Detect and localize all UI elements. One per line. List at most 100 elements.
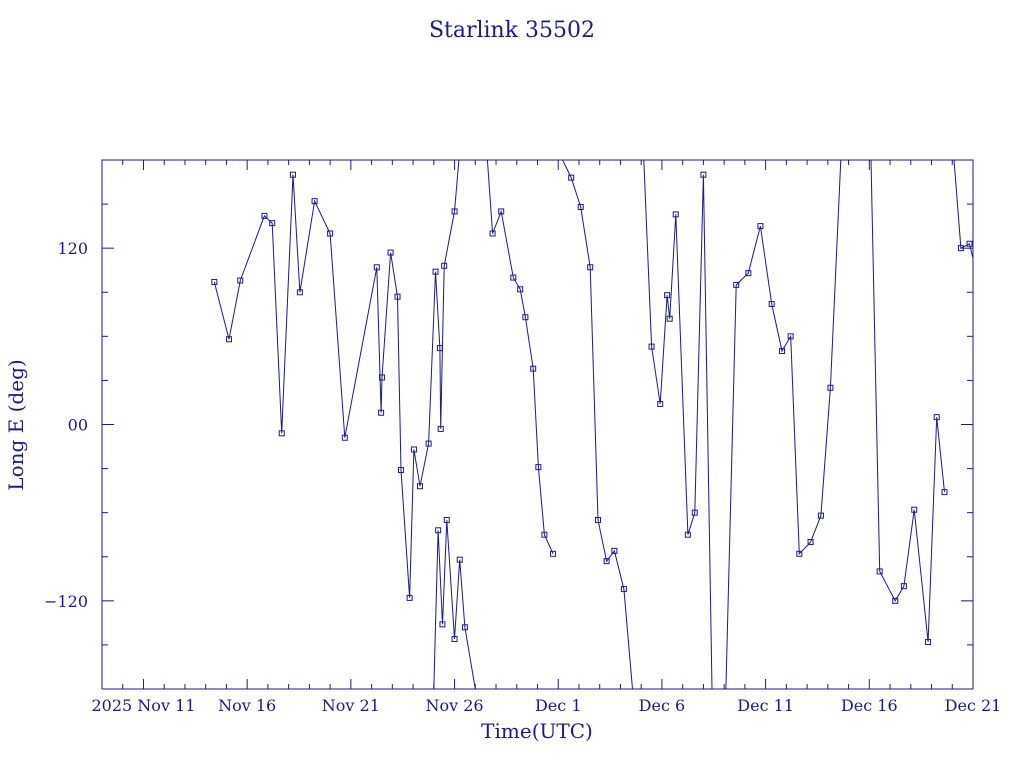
series-line <box>725 160 842 689</box>
data-point <box>807 539 814 546</box>
data-point <box>439 621 446 628</box>
x-tick-label: Dec 1 <box>535 696 582 715</box>
data-point <box>787 333 794 340</box>
x-tick-label: Nov 21 <box>322 696 380 715</box>
data-point <box>892 597 899 604</box>
data-point <box>296 289 303 296</box>
data-point <box>648 343 655 350</box>
data-point <box>577 204 584 211</box>
x-tick-label: Dec 16 <box>841 696 898 715</box>
data-point <box>341 434 348 441</box>
data-point <box>406 594 413 601</box>
data-point <box>378 374 385 381</box>
data-point <box>327 230 334 237</box>
x-tick-label: Nov 26 <box>425 696 483 715</box>
series-line <box>213 160 460 598</box>
data-point <box>568 174 575 181</box>
data-point <box>966 240 973 247</box>
x-tick-label: Dec 11 <box>737 696 794 715</box>
series-line <box>486 160 554 555</box>
series-line <box>643 160 713 689</box>
data-point <box>768 301 775 308</box>
data-point <box>498 208 505 215</box>
data-point <box>976 278 981 283</box>
x-tick-label: 2025 Nov 11 <box>92 696 196 715</box>
chart-title: Starlink 35502 <box>429 18 595 43</box>
data-point <box>587 264 594 271</box>
data-point <box>657 400 664 407</box>
data-point <box>611 547 618 554</box>
data-point <box>550 550 557 557</box>
data-point <box>517 286 524 293</box>
plot-frame <box>101 159 974 690</box>
y-tick-label: −120 <box>44 592 88 611</box>
data-point <box>425 440 432 447</box>
data-point <box>745 270 752 277</box>
data-point <box>387 249 394 256</box>
data-point <box>269 220 276 227</box>
data-point <box>603 558 610 565</box>
data-point <box>211 278 218 285</box>
data-point <box>691 509 698 516</box>
data-point <box>461 624 468 631</box>
y-axis-label: Long E (deg) <box>4 359 28 490</box>
data-point <box>535 464 542 471</box>
data-point <box>984 272 989 277</box>
data-point <box>289 171 296 178</box>
data-point <box>397 467 404 474</box>
data-point <box>933 414 940 421</box>
data-point <box>733 281 740 288</box>
data-point <box>876 568 883 575</box>
data-point <box>779 348 786 355</box>
data-point <box>432 268 439 275</box>
y-tick-label: 00 <box>68 416 88 435</box>
data-point <box>489 230 496 237</box>
data-point <box>278 430 285 437</box>
data-point <box>530 365 537 372</box>
data-point <box>925 638 932 645</box>
data-point <box>700 171 707 178</box>
x-axis-label: Time(UTC) <box>481 719 593 743</box>
series-line <box>562 160 633 689</box>
data-point <box>378 409 385 416</box>
data-point <box>416 483 423 490</box>
data-point <box>451 636 458 643</box>
data-point <box>757 223 764 230</box>
data-point <box>394 293 401 300</box>
data-point <box>620 586 627 593</box>
data-point <box>436 345 443 352</box>
data-point <box>373 264 380 271</box>
data-point <box>664 292 671 299</box>
data-point <box>941 489 948 496</box>
data-point <box>684 531 691 538</box>
series-layer <box>211 160 989 689</box>
axis-tick-labels: 2025 Nov 11 Nov 16 Nov 21 Nov 26 Dec 1 Dec 6 D… <box>44 239 1001 715</box>
data-point <box>510 274 517 281</box>
data-point <box>410 446 417 453</box>
data-point <box>437 425 444 432</box>
x-tick-label: Nov 16 <box>218 696 276 715</box>
y-tick-label: 120 <box>57 239 88 258</box>
data-point <box>541 531 548 538</box>
data-point <box>672 211 679 218</box>
x-tick-label: Dec 6 <box>639 696 686 715</box>
data-point <box>443 517 450 524</box>
series-line <box>433 519 476 689</box>
data-point <box>237 277 244 284</box>
data-point <box>226 336 233 343</box>
data-point <box>594 517 601 524</box>
x-tick-label: Dec 21 <box>945 696 1002 715</box>
data-point <box>817 512 824 519</box>
data-point <box>796 550 803 557</box>
data-point <box>957 245 964 252</box>
data-point <box>666 315 673 322</box>
data-point <box>900 583 907 590</box>
data-point <box>522 314 529 321</box>
data-point <box>827 384 834 391</box>
data-point <box>261 212 268 219</box>
series-line <box>870 160 945 643</box>
data-point <box>451 208 458 215</box>
data-point <box>311 198 318 205</box>
data-point <box>435 527 442 534</box>
